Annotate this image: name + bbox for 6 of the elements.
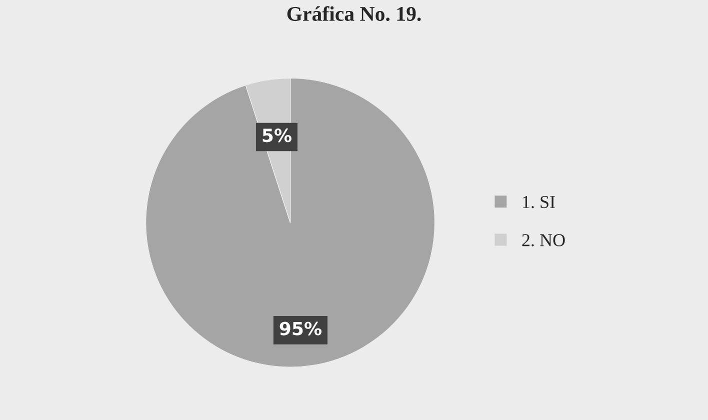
data-label: 95%: [280, 322, 322, 336]
pie-slice: [145, 78, 436, 368]
data-label: 5%: [262, 128, 292, 142]
legend-label: 1. SI: [523, 196, 555, 208]
chart-title: Gráfica No. 19.: [287, 6, 421, 22]
legend-label: 2. NO: [522, 234, 565, 246]
